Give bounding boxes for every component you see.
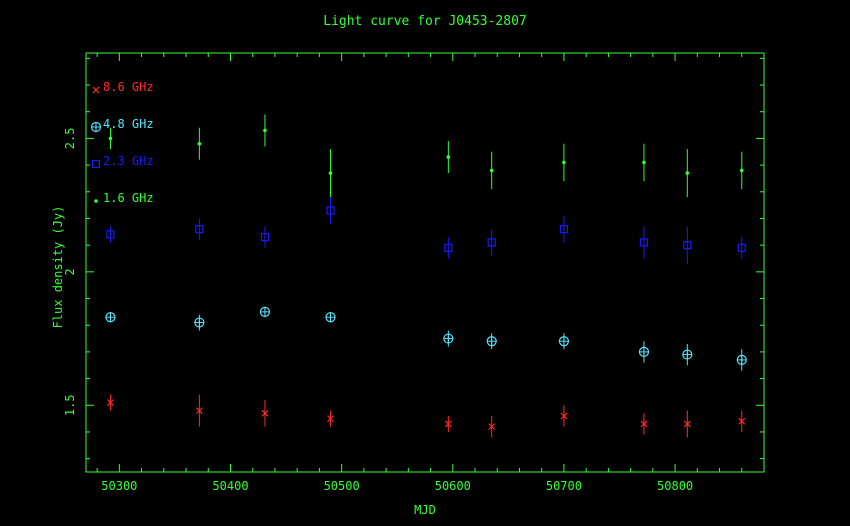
data-point-1-6-ghz xyxy=(562,160,566,165)
data-point-1-6-ghz xyxy=(739,168,744,173)
data-point-4-8-ghz xyxy=(194,317,205,328)
data-point-8-6-ghz xyxy=(683,420,691,428)
x-tick-label: 50800 xyxy=(657,479,693,493)
y-tick-label: 2 xyxy=(63,268,77,275)
data-point-4-8-ghz xyxy=(736,354,747,366)
data-point-8-6-ghz xyxy=(261,409,269,417)
data-point-2-3-ghz xyxy=(683,241,692,250)
data-point-8-6-ghz xyxy=(560,412,568,420)
chart-title: Light curve for J0453-2807 xyxy=(323,14,527,29)
legend-label-4-8-ghz: 4.8 GHz xyxy=(103,117,154,131)
data-point-8-6-ghz xyxy=(444,420,452,428)
data-point-2-3-ghz xyxy=(106,230,115,239)
data-point-4-8-ghz xyxy=(325,312,336,323)
data-point-2-3-ghz xyxy=(326,206,335,215)
legend-label-8-6-ghz: 8.6 GHz xyxy=(103,80,154,94)
data-point-2-3-ghz xyxy=(260,233,270,242)
data-point-1-6-ghz xyxy=(108,136,113,141)
data-point-4-8-ghz xyxy=(443,333,454,344)
x-tick-label: 50600 xyxy=(435,479,471,493)
x-tick-label: 50700 xyxy=(546,479,582,493)
data-point-2-3-ghz xyxy=(559,225,569,234)
legend-marker-2-3-ghz xyxy=(91,159,101,169)
data-point-4-8-ghz xyxy=(259,306,271,317)
data-point-2-3-ghz xyxy=(737,243,746,252)
legend-label-1-6-ghz: 1.6 GHz xyxy=(103,191,154,205)
data-point-1-6-ghz xyxy=(197,141,202,146)
x-tick-label: 50400 xyxy=(212,479,248,493)
data-point-2-3-ghz xyxy=(487,238,496,247)
data-point-8-6-ghz xyxy=(488,423,496,431)
data-point-1-6-ghz xyxy=(263,128,267,133)
data-point-2-3-ghz xyxy=(639,238,649,247)
data-point-8-6-ghz xyxy=(195,407,203,415)
x-tick-label: 50300 xyxy=(101,479,137,493)
data-point-1-6-ghz xyxy=(685,171,690,175)
data-point-4-8-ghz xyxy=(558,336,570,347)
data-point-4-8-ghz xyxy=(638,346,650,358)
x-tick-label: 50500 xyxy=(324,479,360,493)
data-point-2-3-ghz xyxy=(444,243,453,252)
legend-marker-1-6-ghz xyxy=(94,199,98,203)
y-tick-label: 2.5 xyxy=(63,128,77,150)
data-point-8-6-ghz xyxy=(327,415,334,423)
data-point-8-6-ghz xyxy=(640,420,648,428)
legend-marker-8-6-ghz xyxy=(92,86,100,94)
data-point-8-6-ghz xyxy=(107,399,114,407)
y-tick-label: 1.5 xyxy=(63,394,77,416)
legend-label-2-3-ghz: 2.3 GHz xyxy=(103,154,154,168)
plot-frame xyxy=(85,52,765,473)
data-point-1-6-ghz xyxy=(446,155,451,159)
data-point-8-6-ghz xyxy=(738,417,746,425)
data-point-1-6-ghz xyxy=(642,160,646,165)
data-point-1-6-ghz xyxy=(489,168,494,173)
data-point-4-8-ghz xyxy=(105,312,116,323)
data-point-1-6-ghz xyxy=(328,171,333,175)
data-point-2-3-ghz xyxy=(195,225,204,234)
data-point-4-8-ghz xyxy=(682,349,693,360)
legend-marker-4-8-ghz xyxy=(90,121,102,133)
x-axis-label: MJD xyxy=(414,503,436,517)
y-axis-label: Flux density (Jy) xyxy=(51,205,65,329)
data-point-4-8-ghz xyxy=(486,336,497,347)
